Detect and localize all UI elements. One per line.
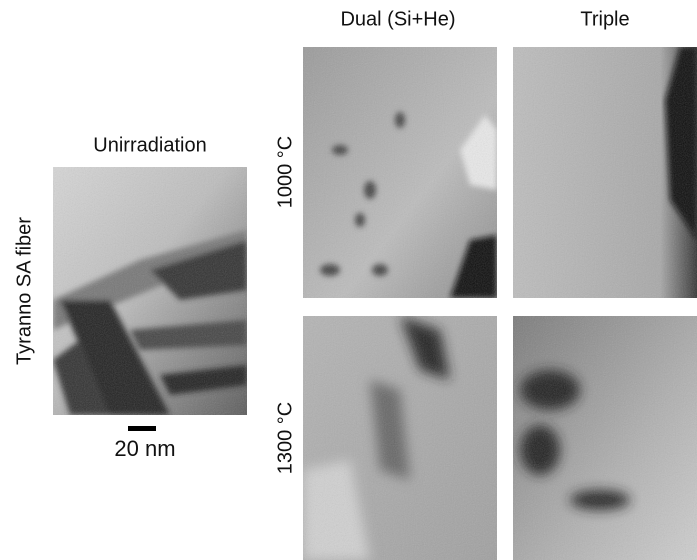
column-header: Dual (Si+He) [340,8,455,30]
row-label: 1000 °C [274,136,296,209]
micrograph-triple-1300 [513,316,697,560]
scale-bar-label: 20 nm [114,436,175,461]
figure: Unirradiation Tyranno SA fiber 20 nm Dua… [0,0,697,560]
column-header: Triple [580,8,629,30]
micrograph-unirradiated [53,167,247,415]
micrograph-dual-1300 [303,316,497,560]
micrograph-triple-1000 [513,47,697,298]
micrograph-dual-1000 [303,47,497,298]
reference-row-label: Tyranno SA fiber [13,217,35,365]
row-label: 1300 °C [274,402,296,475]
scale-bar [128,426,156,431]
reference-title: Unirradiation [93,134,206,156]
